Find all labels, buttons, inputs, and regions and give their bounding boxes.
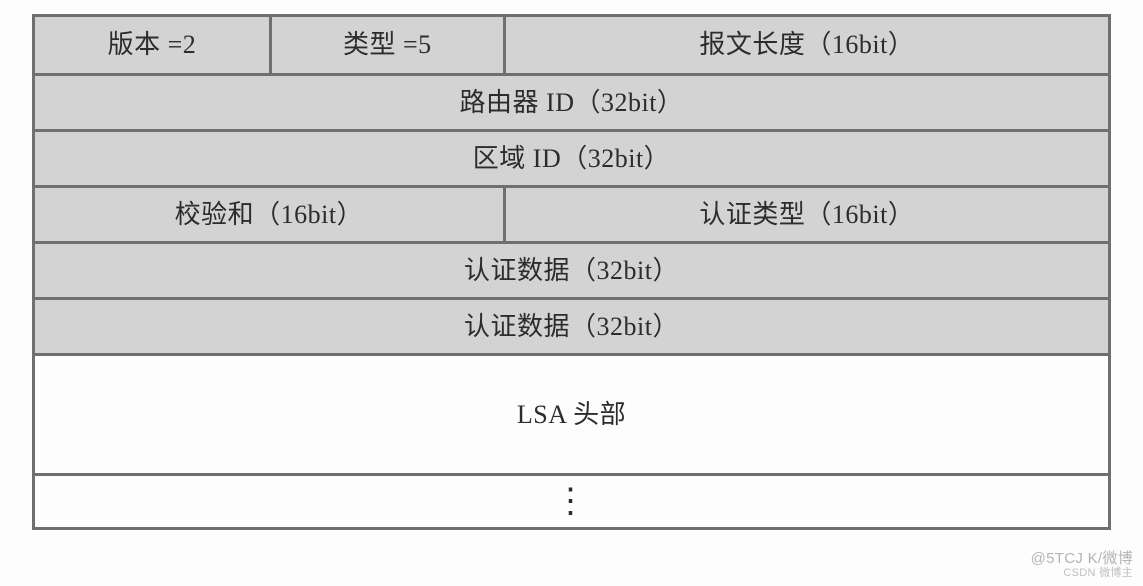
- cell-label: 报文长度（16bit）: [699, 32, 914, 58]
- packet-row-2: 区域 ID（32bit）: [35, 129, 1108, 185]
- packet-cell-3-0: 校验和（16bit）: [35, 188, 503, 241]
- cell-label: ⋮: [554, 485, 590, 519]
- packet-cell-7-0: ⋮: [35, 476, 1108, 527]
- packet-structure: 版本 =2 类型 =5 报文长度（16bit） 路由器 ID（32bit） 区域 ID（…: [32, 14, 1111, 530]
- watermark-line-2: CSDN 微博主: [1031, 567, 1133, 580]
- packet-cell-0-1: 类型 =5: [269, 17, 503, 73]
- cell-label: LSA 头部: [517, 402, 626, 428]
- cell-label: 校验和（16bit）: [175, 202, 363, 228]
- cell-label: 认证数据（32bit）: [464, 314, 679, 340]
- cell-label: 区域 ID（32bit）: [473, 146, 670, 172]
- packet-cell-6-0: LSA 头部: [35, 356, 1108, 473]
- packet-row-7: ⋮: [35, 473, 1108, 527]
- packet-cell-1-0: 路由器 ID（32bit）: [35, 76, 1108, 129]
- packet-cell-3-1: 认证类型（16bit）: [503, 188, 1108, 241]
- cell-label: 认证数据（32bit）: [464, 258, 679, 284]
- watermark-line-1: @5TCJ K/微博: [1031, 550, 1133, 567]
- packet-row-4: 认证数据（32bit）: [35, 241, 1108, 297]
- packet-cell-0-0: 版本 =2: [35, 17, 269, 73]
- packet-cell-4-0: 认证数据（32bit）: [35, 244, 1108, 297]
- cell-label: 版本 =2: [108, 32, 197, 58]
- packet-row-0: 版本 =2 类型 =5 报文长度（16bit）: [35, 17, 1108, 73]
- cell-label: 认证类型（16bit）: [699, 202, 914, 228]
- packet-row-3: 校验和（16bit） 认证类型（16bit）: [35, 185, 1108, 241]
- packet-row-5: 认证数据（32bit）: [35, 297, 1108, 353]
- packet-row-1: 路由器 ID（32bit）: [35, 73, 1108, 129]
- cell-label: 路由器 ID（32bit）: [460, 90, 684, 116]
- packet-cell-5-0: 认证数据（32bit）: [35, 300, 1108, 353]
- packet-cell-0-2: 报文长度（16bit）: [503, 17, 1108, 73]
- cell-label: 类型 =5: [343, 32, 432, 58]
- diagram-canvas: 版本 =2 类型 =5 报文长度（16bit） 路由器 ID（32bit） 区域 ID（…: [0, 0, 1143, 586]
- packet-cell-2-0: 区域 ID（32bit）: [35, 132, 1108, 185]
- packet-row-6: LSA 头部: [35, 353, 1108, 473]
- watermark-block: @5TCJ K/微博 CSDN 微博主: [1031, 550, 1133, 580]
